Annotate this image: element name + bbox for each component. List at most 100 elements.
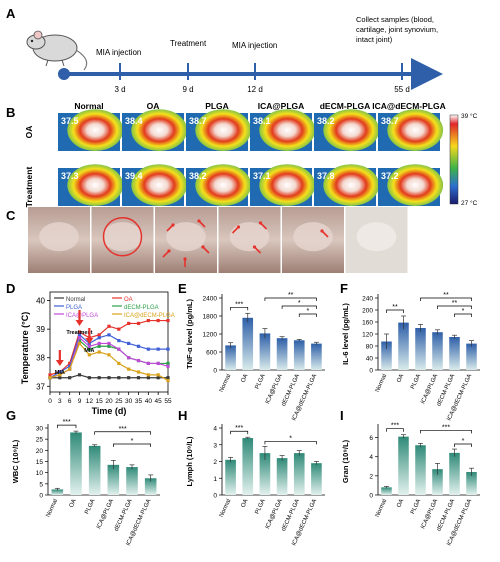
data-point [77, 373, 82, 377]
data-point [156, 361, 160, 366]
thermal-hotspot [67, 109, 124, 151]
cartilage-surface [39, 222, 79, 252]
y-tick-label: 0 [369, 493, 373, 500]
y-tick-label: 6 [369, 435, 373, 442]
legend-label: OA [124, 297, 133, 303]
bar [126, 467, 138, 495]
bar [276, 338, 288, 370]
timeline-event-4: Collect samples (blood, [356, 15, 434, 24]
data-point [97, 376, 101, 380]
data-point [166, 364, 170, 368]
category-label: Normal [375, 373, 389, 393]
y-tick-label: 38 [36, 354, 45, 363]
data-point [166, 347, 170, 351]
thermal-temperature: 38.1 [253, 116, 271, 126]
thermal-column-label: dECM-PLGA [320, 101, 371, 111]
category-label: dECM-PLGA [281, 373, 301, 407]
x-tick-label: 15 [96, 398, 104, 405]
bar [381, 341, 392, 370]
panel-label-b: B [6, 105, 15, 120]
data-point [97, 344, 101, 348]
data-point [68, 364, 72, 368]
y-axis-label: Temperature (°C) [20, 312, 30, 384]
data-point [107, 376, 111, 380]
legend-label: ICA@dECM-PLGA [124, 313, 175, 319]
y-tick-label: 0 [213, 368, 217, 375]
significance-bracket [112, 443, 152, 447]
timeline-event-3: MIA injection [232, 41, 277, 50]
bar [259, 453, 271, 495]
legend-label: dECM-PLGA [124, 305, 159, 311]
thermal-hotspot [259, 109, 316, 151]
thermal-temperature: 37.1 [253, 171, 271, 181]
category-label: OA [240, 498, 249, 508]
event-arrow-head [75, 320, 84, 326]
significance-label: *** [391, 423, 399, 430]
x-axis-label: Time (d) [92, 406, 127, 416]
y-axis-label: Lymph (10⁹/L) [185, 436, 194, 486]
category-label: ICA@PLGA [420, 373, 439, 405]
significance-label: ** [288, 292, 294, 299]
thermal-row-label: Treatment [24, 167, 34, 208]
timeline-start-dot [58, 68, 70, 80]
thermal-temperature: 37.5 [61, 116, 79, 126]
data-point [156, 318, 160, 323]
significance-label: * [131, 438, 134, 445]
y-tick-label: 20 [36, 448, 44, 455]
y-tick-label: 80 [366, 344, 374, 351]
y-tick-label: 15 [36, 459, 44, 466]
lesion-arrow-head [171, 223, 175, 227]
significance-bracket [264, 297, 317, 301]
timeline-day-1: 3 d [114, 85, 125, 94]
y-tick-label: 200 [362, 308, 373, 315]
significance-label: * [298, 300, 301, 307]
thermal-temperature: 38.7 [189, 116, 207, 126]
cartilage-surface [293, 222, 333, 252]
y-tick-label: 1800 [203, 314, 218, 321]
x-tick-label: 0 [48, 398, 52, 405]
data-point [166, 376, 170, 380]
thermal-hotspot [323, 109, 380, 151]
bar [225, 459, 236, 495]
category-label: PLGA [84, 498, 96, 515]
y-tick-label: 0 [369, 368, 373, 375]
thermal-column-label: Normal [74, 101, 103, 111]
cartilage-surface [356, 222, 397, 252]
category-label: ICA@PLGA [96, 498, 115, 530]
y-axis-label: TNF-α level (pg/mL) [185, 298, 194, 369]
panel-label-a: A [6, 6, 16, 21]
data-point [136, 321, 141, 326]
category-label: ICA@PLGA [265, 373, 284, 405]
category-label: dECM-PLGA [436, 498, 456, 532]
thermal-hotspot [195, 164, 252, 207]
data-point [146, 347, 150, 351]
thermal-hotspot [131, 164, 188, 207]
thermal-column-label: OA [147, 101, 160, 111]
category-label: dECM-PLGA [114, 498, 134, 532]
bar [144, 478, 157, 495]
lesion-arrow-head [236, 225, 241, 229]
data-point [97, 350, 101, 354]
data-point [156, 373, 160, 377]
x-tick-label: 6 [68, 398, 72, 405]
category-label: PLGA [255, 373, 267, 390]
data-point [87, 353, 91, 357]
significance-bracket [386, 428, 404, 432]
panel-label-g: G [6, 408, 16, 423]
category-label: ICA@PLGA [420, 498, 439, 530]
data-point [87, 347, 91, 351]
x-tick-label: 25 [115, 398, 123, 405]
y-tick-label: 4 [213, 426, 217, 433]
category-label: ICA@PLGA [265, 498, 284, 530]
y-tick-label: 37 [36, 382, 45, 391]
x-tick-label: 30 [125, 398, 133, 405]
significance-bracket [454, 443, 472, 447]
lesion-arrow-head [167, 249, 171, 253]
data-point [77, 330, 82, 334]
bar [276, 458, 288, 495]
significance-label: *** [235, 425, 243, 432]
thermal-hotspot [131, 109, 188, 151]
thermal-temperature: 39.4 [125, 171, 143, 181]
significance-bracket [454, 313, 472, 317]
timeline-day-3: 12 d [247, 85, 263, 94]
